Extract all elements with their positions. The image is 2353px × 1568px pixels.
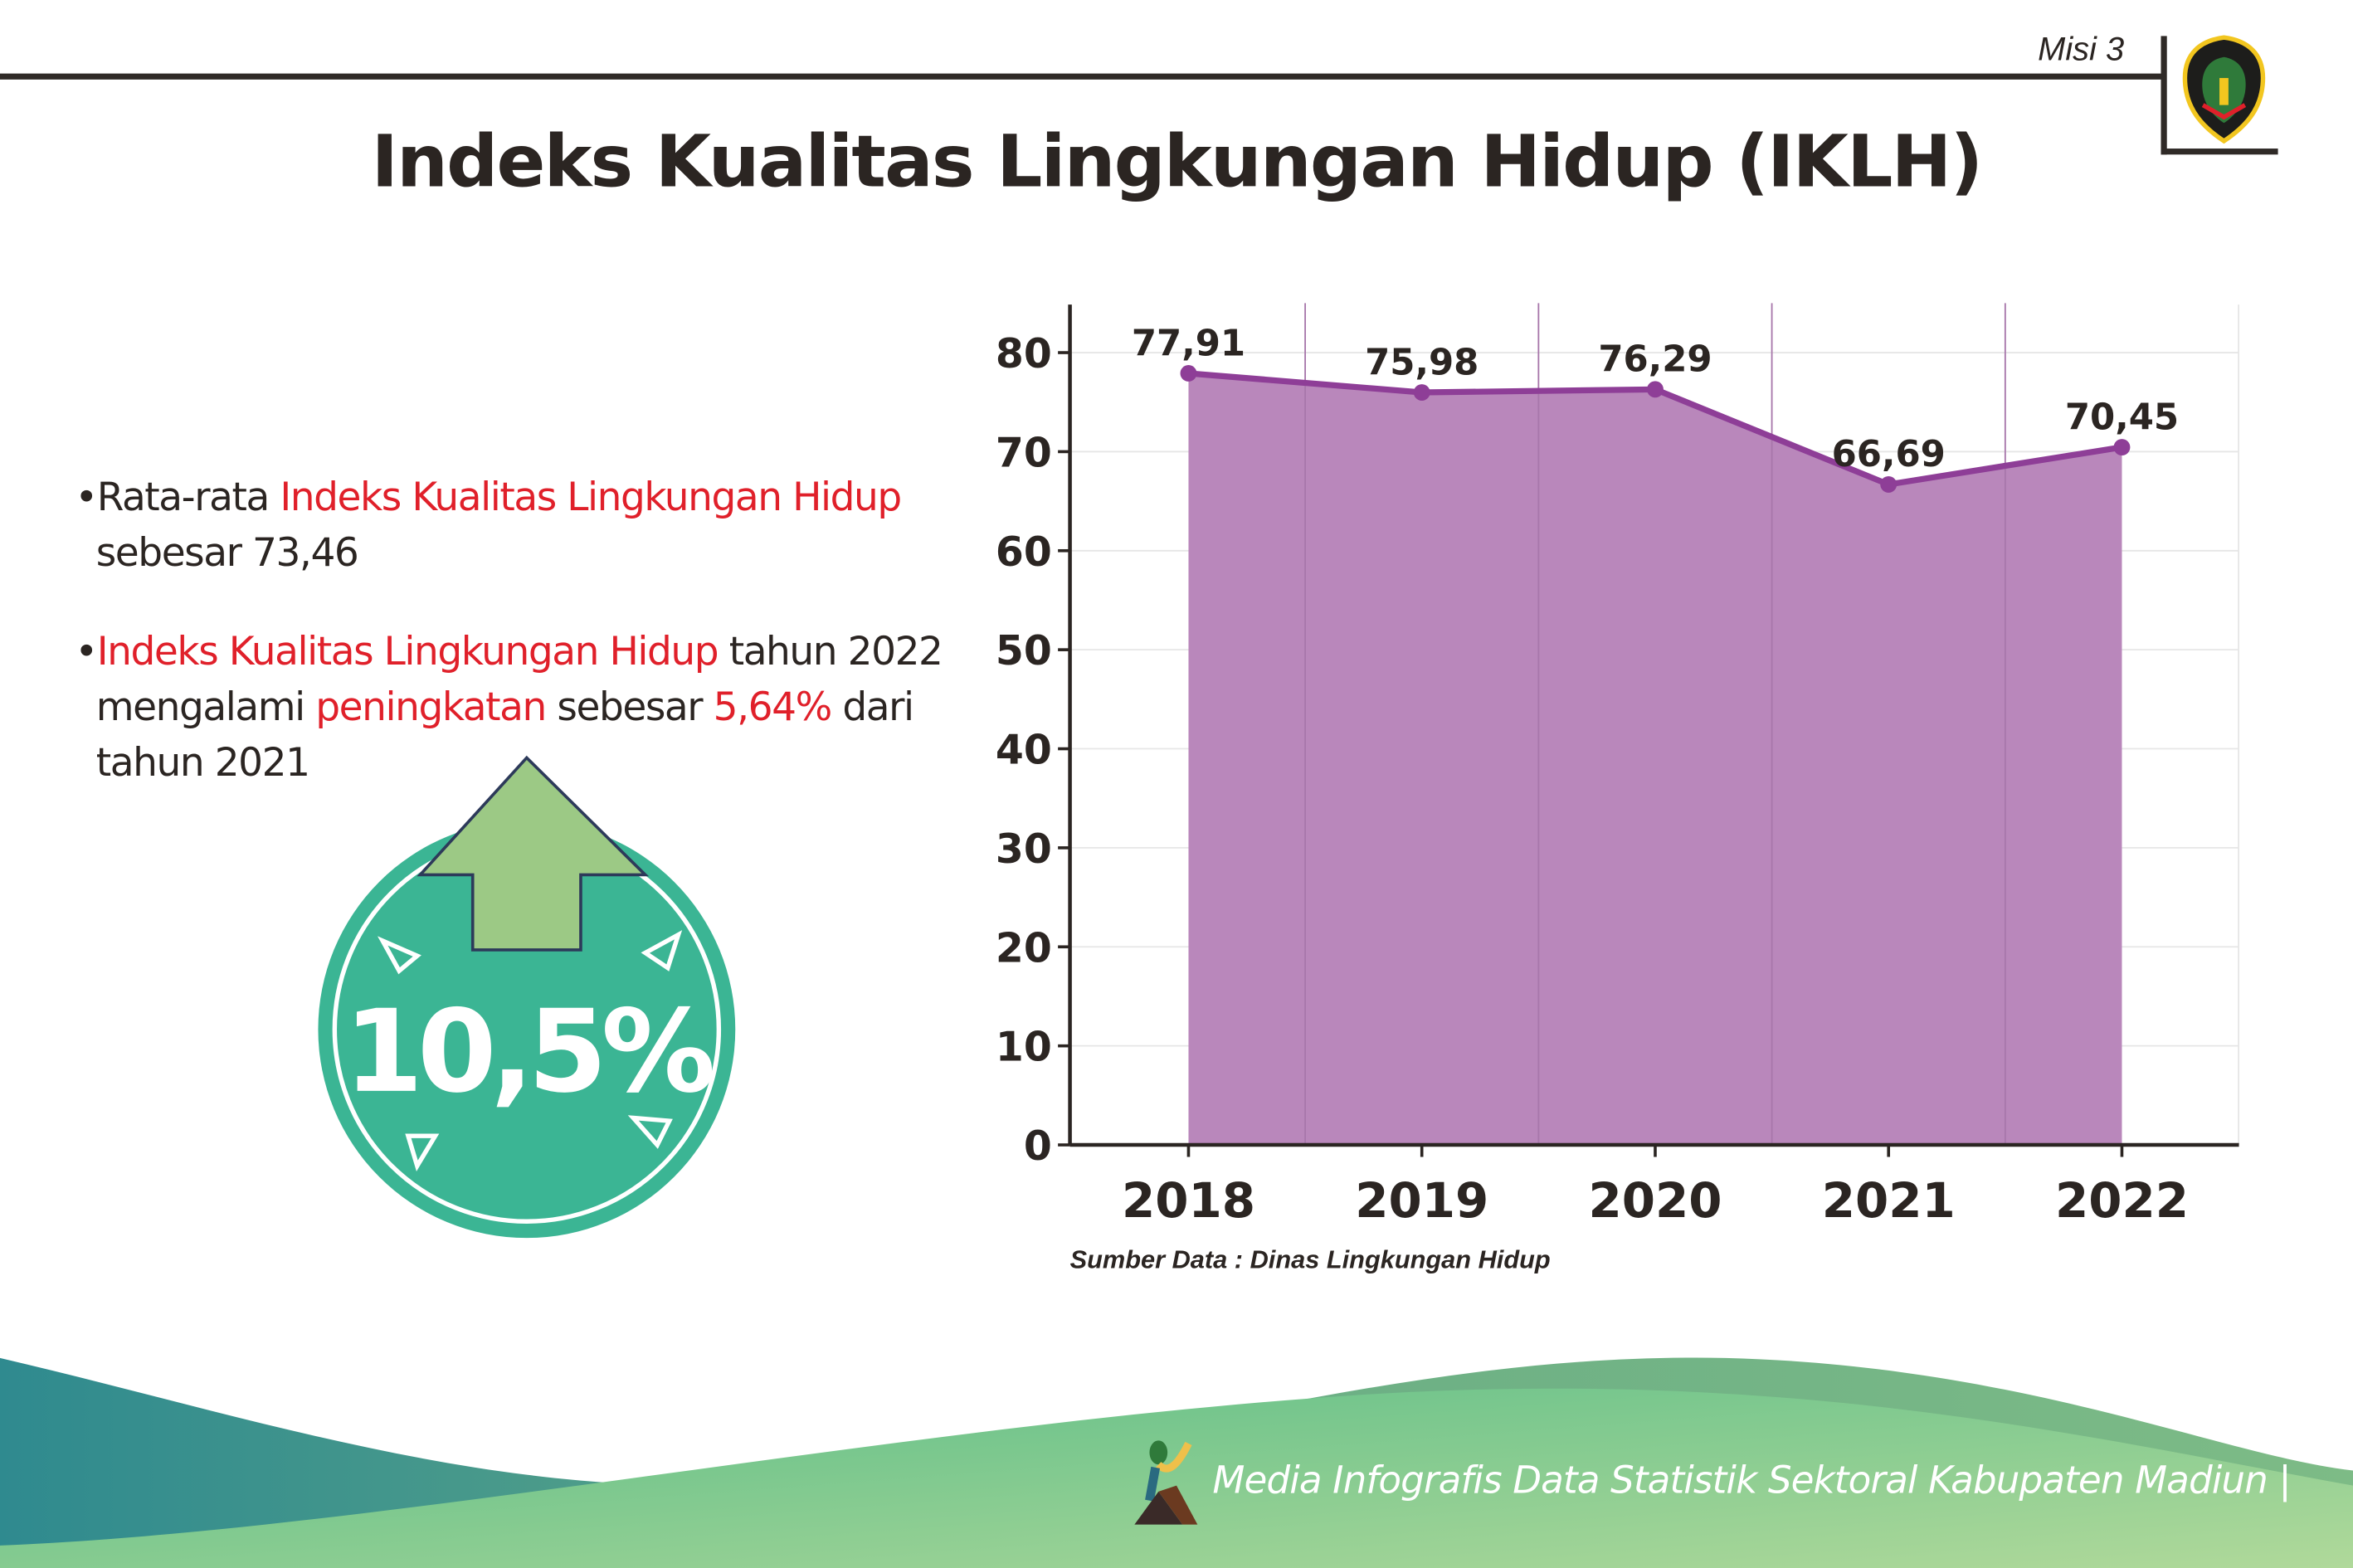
- y-tick-label: 20: [996, 924, 1052, 971]
- data-point: [1647, 381, 1664, 398]
- bullet-text: Rata-rata: [96, 475, 280, 521]
- y-tick-label: 30: [996, 825, 1052, 873]
- bullet-text: tahun 2022: [718, 630, 943, 675]
- y-tick-label: 0: [1024, 1122, 1052, 1170]
- data-point: [1413, 384, 1430, 401]
- data-label: 66,69: [1832, 434, 1946, 475]
- data-label: 76,29: [1598, 339, 1712, 381]
- bullet-highlight: 5,64%: [713, 685, 833, 731]
- y-tick-label: 60: [996, 528, 1052, 576]
- y-tick-label: 80: [996, 330, 1052, 377]
- x-tick-label: 2020: [1588, 1172, 1722, 1229]
- page-title: Indeks Kualitas Lingkungan Hidup (IKLH): [371, 119, 1983, 204]
- media-infografis-logo: [1134, 1440, 1198, 1525]
- bullet-text: dari: [831, 685, 914, 731]
- data-label: 70,45: [2065, 397, 2179, 438]
- bullet-text: sebesar 73,46: [95, 531, 359, 577]
- kabupaten-madiun-logo: [2182, 35, 2266, 144]
- x-tick-label: 2022: [2055, 1172, 2189, 1229]
- data-label: 75,98: [1365, 342, 1479, 383]
- bullet-highlight: peningkatan: [315, 685, 547, 731]
- data-label: 77,91: [1132, 323, 1245, 364]
- bullet-increase: •Indeks Kualitas Lingkungan Hidup tahun …: [75, 626, 943, 792]
- misi-label: Misi 3: [2038, 30, 2125, 68]
- corner-frame: [2161, 36, 2278, 155]
- bullet-dot: •: [75, 630, 98, 675]
- y-tick-label: 70: [996, 429, 1052, 476]
- bullet-text: tahun 2021: [95, 741, 310, 786]
- y-tick-label: 50: [996, 627, 1052, 674]
- bullet-dot: •: [75, 475, 98, 521]
- bullet-highlight: Indeks Kualitas Lingkungan Hidup: [280, 475, 902, 521]
- bullet-highlight: Indeks Kualitas Lingkungan Hidup: [96, 630, 719, 675]
- y-tick-label: 40: [996, 727, 1052, 774]
- data-point: [1880, 475, 1898, 493]
- area-fill: [1188, 373, 2122, 1146]
- header-rule: [0, 73, 2161, 80]
- x-tick-label: 2021: [1822, 1172, 1956, 1229]
- y-tick-label: 10: [996, 1024, 1052, 1071]
- arrow-up-icon: [417, 755, 650, 952]
- growth-badge: 10,5%: [318, 755, 736, 1239]
- footer-text: Media Infografis Data Statistik Sektoral…: [1212, 1458, 2291, 1502]
- badge-value: 10,5%: [344, 986, 713, 1118]
- source-note: Sumber Data : Dinas Lingkungan Hidup: [1069, 1245, 1551, 1274]
- data-point: [1180, 365, 1197, 382]
- bullet-average: •Rata-rata Indeks Kualitas Lingkungan Hi…: [75, 471, 902, 582]
- x-tick-label: 2019: [1355, 1172, 1488, 1229]
- x-tick-label: 2018: [1122, 1172, 1255, 1229]
- bullet-text: sebesar: [545, 685, 714, 731]
- bullet-text: mengalami: [95, 685, 316, 731]
- iklh-area-chart: 0 10 20 30 40 50 60 70 80 77,91 2018 75,98 2019 76,29…: [996, 303, 2239, 1229]
- data-point: [2113, 439, 2131, 455]
